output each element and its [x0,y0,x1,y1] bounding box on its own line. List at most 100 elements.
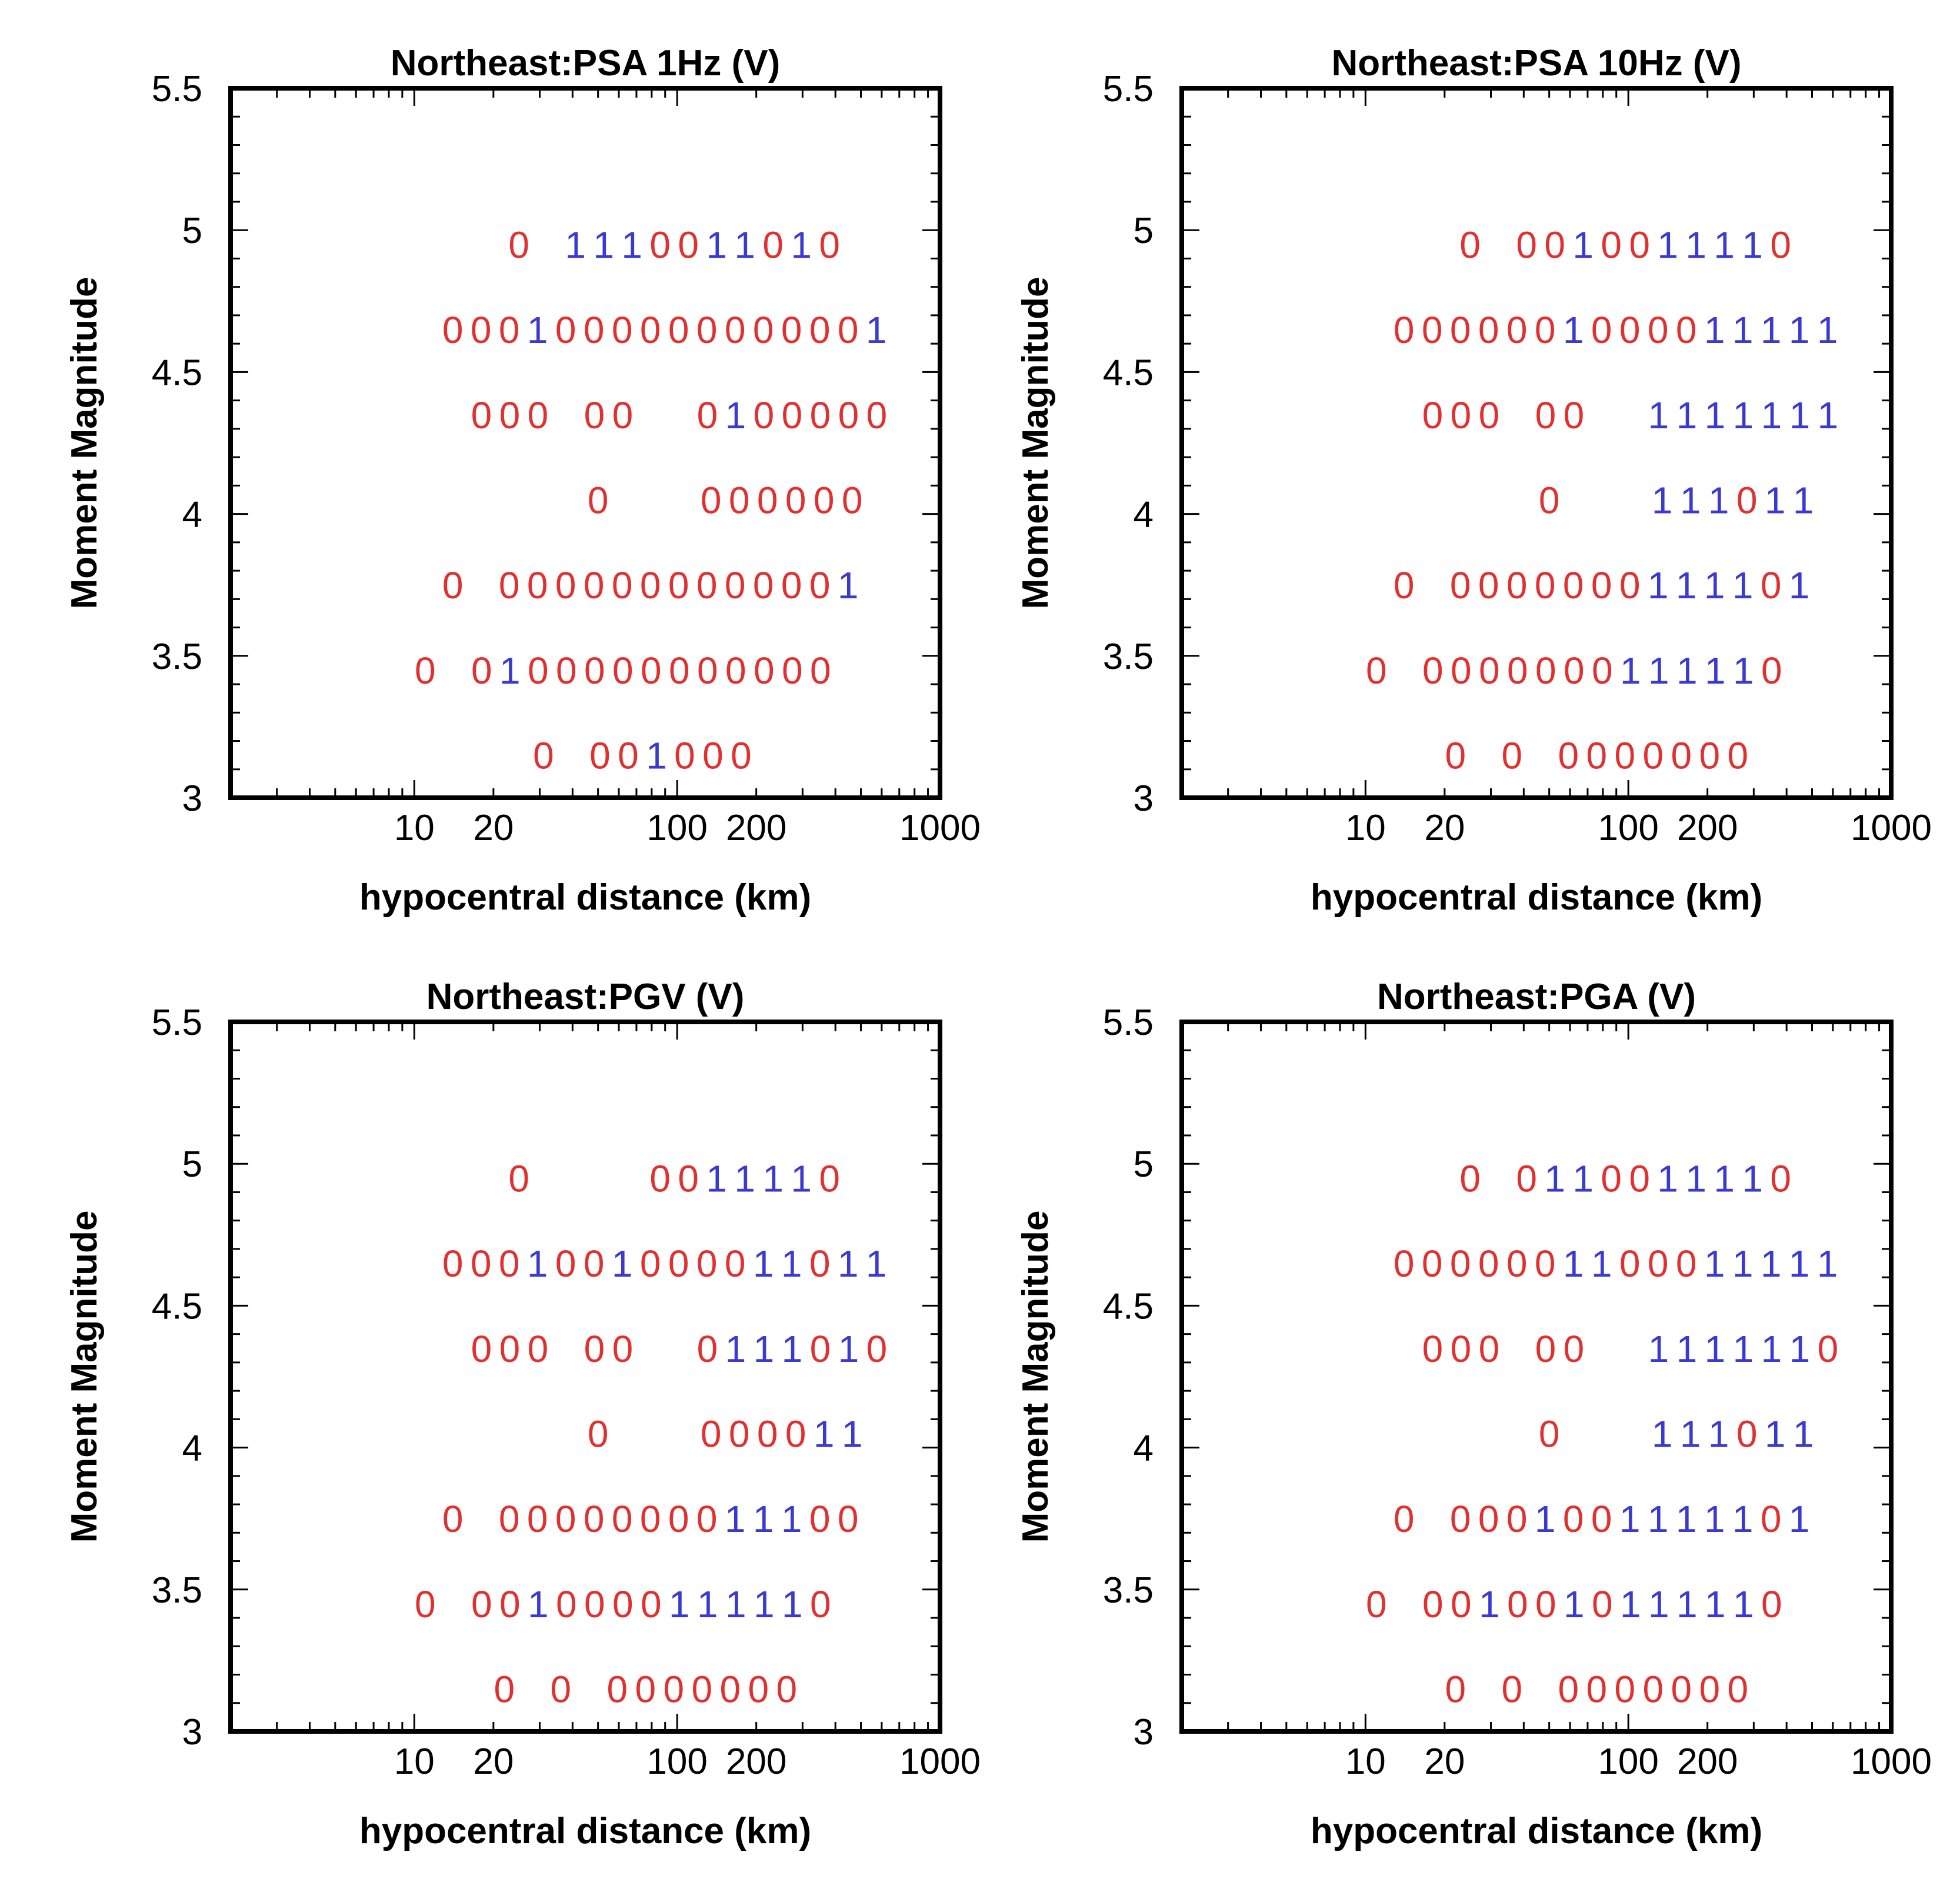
data-point-zero: 0 [1506,309,1528,351]
data-point-zero: 0 [757,1413,778,1455]
data-point-zero: 0 [618,735,639,777]
data-point-zero: 0 [678,1157,699,1200]
data-point-one: 1 [1789,309,1810,351]
data-point-zero: 0 [1479,394,1500,437]
data-point-one: 1 [1789,1498,1810,1540]
data-point-one: 1 [697,1583,718,1625]
y-axis-label: Moment Magnitude [64,1211,105,1543]
data-point-zero: 0 [1535,649,1556,692]
x-tick-label: 200 [1677,1741,1738,1782]
data-point-zero: 0 [588,479,609,521]
data-point-zero: 0 [1422,1328,1444,1370]
plot-frame [1179,1020,1894,1734]
data-point-one: 1 [725,394,746,437]
data-point-zero: 0 [555,564,576,607]
data-point-zero: 0 [729,1413,750,1455]
data-point-one: 1 [1704,1243,1725,1285]
data-point-one: 1 [1817,309,1838,351]
data-point-zero: 0 [1502,1668,1523,1711]
data-point-one: 1 [1676,649,1698,692]
data-point-one: 1 [1765,479,1786,521]
data-point-zero: 0 [641,649,662,692]
data-point-one: 1 [791,1157,812,1200]
data-point-zero: 0 [725,649,746,692]
data-point-zero: 0 [442,564,464,607]
data-point-zero: 0 [612,564,633,607]
x-tick-label: 1000 [1851,808,1932,848]
data-point-zero: 0 [697,649,718,692]
data-point-one: 1 [754,1583,775,1625]
data-point-zero: 0 [1506,564,1528,607]
data-point-zero: 0 [471,1328,492,1370]
data-point-one: 1 [725,1583,746,1625]
data-point-zero: 0 [1643,1668,1664,1711]
data-point-zero: 0 [1564,649,1585,692]
data-point-zero: 0 [1394,1243,1415,1285]
data-point-zero: 0 [1601,224,1622,266]
panel-psa-1hz: 33.544.555.510 20 100 200 1000Northeast:PSA … [64,43,981,918]
data-point-zero: 0 [696,1498,718,1540]
x-tick-label: 20 [473,1741,514,1782]
panel-psa-10hz: 33.544.555.510 20 100 200 1000Northeast:PSA … [1015,43,1932,918]
data-point-zero: 0 [641,1583,662,1625]
data-point-zero: 0 [499,1328,521,1370]
data-point-zero: 0 [762,224,784,266]
plot-frame [1179,86,1894,800]
data-point-zero: 0 [1506,1243,1528,1285]
data-point-zero: 0 [1563,564,1584,607]
data-point-zero: 0 [1535,394,1556,437]
data-point-zero: 0 [1507,1583,1528,1625]
data-point-zero: 0 [555,1498,576,1540]
data-point-one: 1 [1563,309,1584,351]
data-point-zero: 0 [810,649,831,692]
x-tick-label: 100 [1598,1741,1658,1782]
data-point-zero: 0 [1450,564,1471,607]
data-point-one: 1 [1733,1328,1754,1370]
data-point-zero: 0 [1736,479,1758,521]
data-point-one: 1 [499,649,521,692]
data-point-zero: 0 [612,1498,633,1540]
data-point-zero: 0 [640,1498,661,1540]
data-point-zero: 0 [612,1328,634,1370]
data-point-zero: 0 [1366,1583,1387,1625]
data-point-zero: 0 [819,224,840,266]
data-point-zero: 0 [1539,479,1560,521]
data-point-zero: 0 [1648,1243,1669,1285]
data-point-one: 1 [838,564,859,607]
data-point-zero: 0 [757,479,778,521]
data-point-zero: 0 [866,1328,888,1370]
data-point-zero: 0 [1619,309,1641,351]
data-point-zero: 0 [785,479,806,521]
data-point-zero: 0 [725,564,746,607]
data-point-zero: 0 [838,309,859,351]
data-point-zero: 0 [1761,649,1782,692]
x-tick-label: 100 [646,1741,707,1782]
y-tick-label: 3 [182,1712,202,1753]
data-point-zero: 0 [1535,1583,1556,1625]
data-point-zero: 0 [1535,1328,1556,1370]
data-point-zero: 0 [754,394,775,437]
x-tick-label: 100 [1598,808,1658,848]
data-point-zero: 0 [584,1243,605,1285]
data-point-zero: 0 [668,1243,689,1285]
data-point-zero: 0 [640,309,661,351]
data-point-one: 1 [1572,224,1594,266]
data-point-one: 1 [528,1583,549,1625]
data-point-zero: 0 [584,1498,605,1540]
data-point-zero: 0 [551,1668,572,1711]
data-point-one: 1 [1704,309,1725,351]
data-point-zero: 0 [701,479,722,521]
chart-title: Northeast:PGV (V) [426,977,745,1017]
data-point-one: 1 [1620,649,1641,692]
data-point-zero: 0 [1615,1668,1636,1711]
data-point-zero: 0 [753,564,774,607]
data-point-zero: 0 [1586,735,1608,777]
data-point-zero: 0 [1394,309,1415,351]
data-point-zero: 0 [1451,649,1472,692]
data-point-zero: 0 [729,479,750,521]
data-point-zero: 0 [696,309,718,351]
data-point-zero: 0 [528,649,549,692]
data-point-one: 1 [1705,1328,1726,1370]
data-point-zero: 0 [1422,1243,1443,1285]
